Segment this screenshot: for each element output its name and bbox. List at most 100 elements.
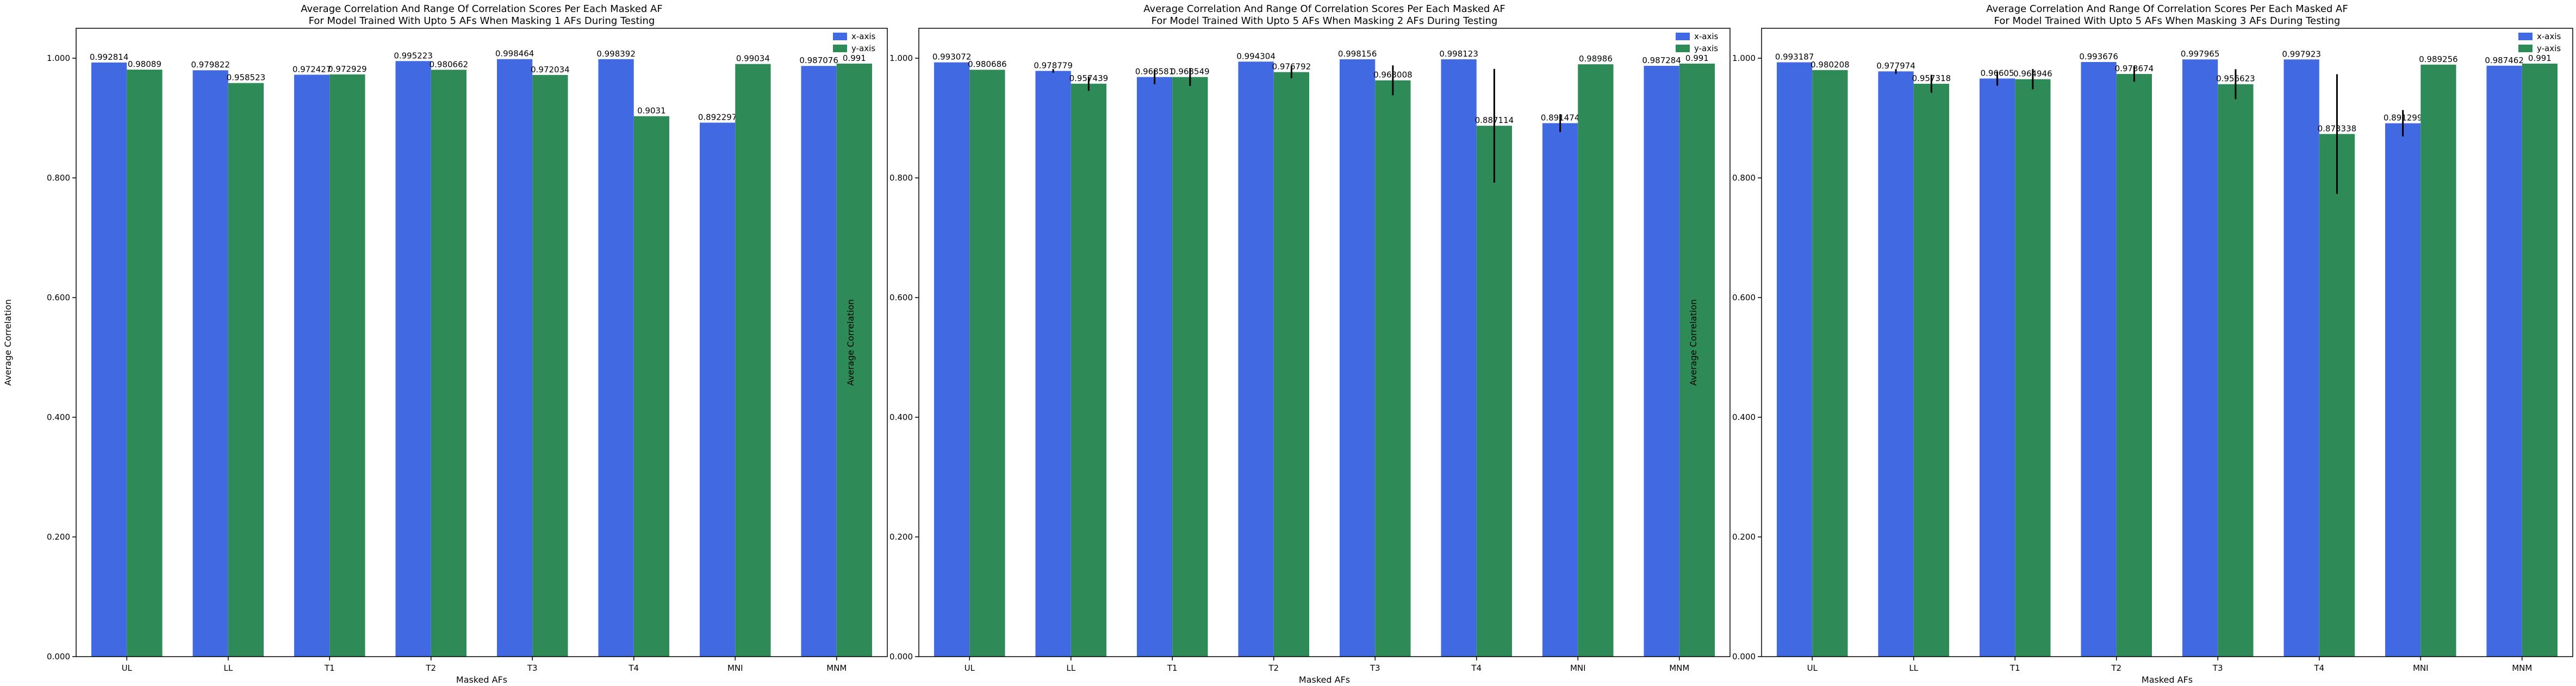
bar-x-axis-t2 [1238, 61, 1274, 657]
data-label: 0.993187 [1775, 52, 1814, 61]
legend-label: x-axis [851, 32, 876, 41]
bar-y-axis-t3 [1375, 80, 1411, 657]
bar-y-axis-t1 [329, 74, 365, 657]
y-axis-label: Average Correlation [845, 299, 856, 386]
bar-x-axis-mni [699, 122, 736, 657]
data-label: 0.972427 [293, 64, 332, 74]
data-label: 0.993072 [932, 52, 972, 62]
x-tick-label: T2 [1268, 663, 1279, 673]
x-tick-label: T2 [425, 663, 436, 673]
data-label: 0.964946 [2013, 69, 2052, 79]
data-label: 0.997965 [2181, 49, 2220, 59]
legend-label: y-axis [1694, 44, 1718, 53]
data-label: 0.997923 [2282, 49, 2321, 59]
y-tick-label: 0.200 [1732, 532, 1756, 542]
bar-y-axis-t3 [532, 75, 568, 657]
bar-x-axis-ll [1035, 71, 1071, 657]
data-label: 0.963008 [1373, 70, 1413, 80]
y-tick-label: 0.800 [1732, 173, 1756, 183]
y-tick-label: 0.200 [889, 532, 913, 542]
y-tick-label: 0.600 [889, 293, 913, 302]
bar-x-axis-t2 [395, 61, 431, 657]
data-label: 0.992814 [90, 52, 129, 62]
y-tick-label: 0.600 [1732, 293, 1756, 302]
bar-x-axis-t4 [2283, 59, 2319, 657]
x-tick-label: UL [965, 663, 975, 673]
x-axis-label: Masked AFs [1299, 675, 1350, 685]
data-label: 0.998156 [1338, 49, 1377, 59]
y-tick-label: 0.800 [889, 173, 913, 183]
plot-frame [1761, 28, 2573, 657]
bar-x-axis-t3 [2182, 59, 2218, 657]
y-tick-label: 0.400 [1732, 412, 1756, 422]
y-axis-label: Average Correlation [1688, 299, 1698, 386]
data-label: 0.891474 [1541, 113, 1580, 122]
bar-y-axis-mnm [2522, 63, 2558, 657]
bar-y-axis-ll [1071, 83, 1107, 657]
bar-y-axis-t1 [2015, 79, 2051, 657]
bar-x-axis-mnm [2486, 65, 2522, 657]
bar-y-axis-mnm [1679, 63, 1715, 657]
data-label: 0.991 [2528, 53, 2552, 63]
legend-label: x-axis [2537, 32, 2561, 41]
bar-y-axis-t1 [1172, 77, 1208, 657]
x-tick-label: MNI [2413, 663, 2429, 673]
data-label: 0.887114 [1475, 115, 1514, 125]
plot-frame [76, 28, 888, 657]
data-label: 0.873338 [2318, 123, 2357, 133]
data-label: 0.9031 [637, 106, 666, 116]
y-tick-label: 1.000 [47, 53, 70, 63]
data-label: 0.98986 [1579, 54, 1613, 64]
bar-x-axis-mnm [1644, 65, 1679, 657]
legend-swatch-y-axis [833, 45, 847, 52]
bar-x-axis-mni [2385, 123, 2421, 657]
x-tick-label: T4 [2313, 663, 2324, 673]
data-label: 0.980662 [430, 59, 469, 69]
chart-subtitle: For Model Trained With Upto 5 AFs When M… [1994, 15, 2341, 27]
bar-y-axis-mni [735, 64, 771, 657]
bar-x-axis-mnm [801, 66, 837, 657]
x-tick-label: MNI [1570, 663, 1586, 673]
legend-label: x-axis [1694, 32, 1719, 41]
data-label: 0.972929 [328, 64, 367, 74]
data-label: 0.957318 [1912, 73, 1951, 83]
x-tick-label: T4 [628, 663, 639, 673]
x-tick-label: T1 [2009, 663, 2020, 673]
data-label: 0.995223 [394, 51, 433, 60]
bar-x-axis-t4 [1441, 59, 1477, 657]
bar-x-axis-t4 [598, 59, 634, 657]
x-tick-label: MNI [727, 663, 743, 673]
bar-x-axis-ul [934, 62, 970, 657]
x-tick-label: MNM [1669, 663, 1689, 673]
data-label: 0.96605 [1981, 68, 2014, 78]
data-label: 0.998123 [1439, 49, 1478, 59]
data-label: 0.958523 [227, 73, 266, 83]
y-tick-label: 0.000 [1732, 652, 1756, 662]
bar-y-axis-t2 [1273, 72, 1310, 657]
bar-y-axis-ul [127, 70, 163, 657]
chart-title: Average Correlation And Range Of Correla… [1143, 3, 1505, 15]
x-tick-label: T1 [1167, 663, 1178, 673]
y-tick-label: 1.000 [889, 53, 913, 63]
data-label: 0.976792 [1272, 62, 1311, 72]
bar-x-axis-ul [91, 62, 127, 657]
data-label: 0.991 [843, 53, 866, 63]
bar-y-axis-t4 [633, 116, 670, 657]
bar-y-axis-ul [969, 70, 1005, 657]
y-tick-label: 0.000 [47, 652, 70, 662]
data-label: 0.980208 [1810, 60, 1850, 70]
y-tick-label: 0.600 [47, 293, 70, 302]
data-label: 0.979822 [191, 60, 230, 70]
data-label: 0.994304 [1236, 51, 1275, 61]
data-label: 0.968549 [1171, 67, 1210, 77]
data-label: 0.991 [1685, 53, 1709, 63]
bar-y-axis-t4 [2319, 134, 2355, 657]
legend-label: y-axis [851, 44, 875, 53]
bar-x-axis-ll [1878, 71, 1914, 657]
bar-x-axis-t1 [1136, 77, 1173, 657]
chart-subtitle: For Model Trained With Upto 5 AFs When M… [309, 15, 655, 27]
x-tick-label: T4 [1471, 663, 1482, 673]
y-tick-label: 0.400 [47, 412, 70, 422]
x-axis-label: Masked AFs [456, 675, 507, 685]
chart-title: Average Correlation And Range Of Correla… [301, 3, 662, 15]
